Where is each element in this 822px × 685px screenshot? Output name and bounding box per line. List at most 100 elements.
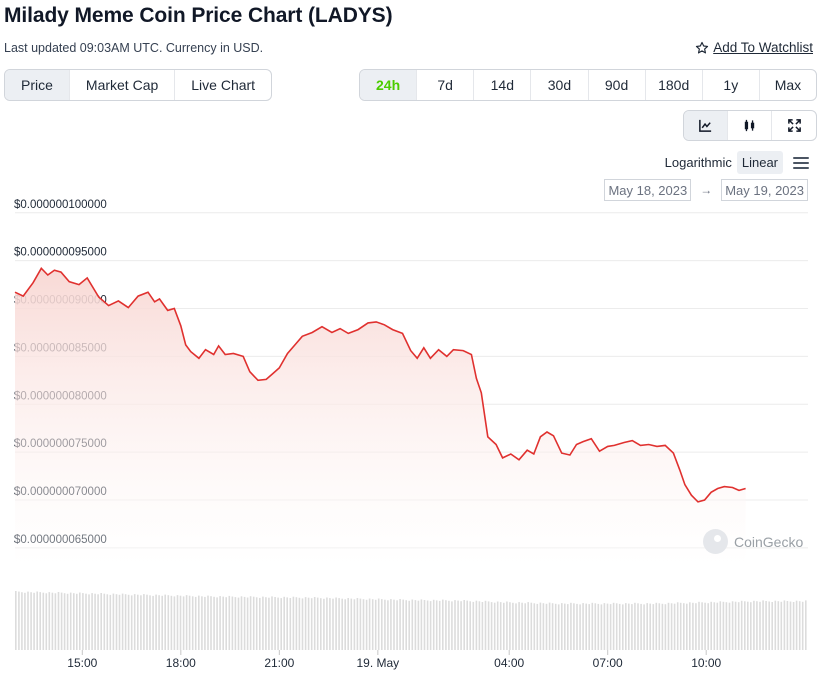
volume-bar xyxy=(365,599,368,650)
volume-bar xyxy=(692,602,694,650)
volume-bar xyxy=(676,602,679,650)
volume-bar xyxy=(686,603,688,650)
volume-bar xyxy=(628,603,630,650)
volume-bar xyxy=(262,596,264,650)
volume-bar xyxy=(509,602,511,650)
volume-bar xyxy=(789,601,792,650)
volume-bar xyxy=(344,599,346,650)
star-icon xyxy=(696,41,709,53)
x-axis-tick-label: 18:00 xyxy=(166,656,196,670)
volume-bar xyxy=(548,602,551,650)
tab-live-chart[interactable]: Live Chart xyxy=(191,77,256,93)
volume-bar xyxy=(320,598,322,650)
volume-bar xyxy=(573,603,575,650)
volume-bar xyxy=(289,598,292,650)
volume-bar xyxy=(149,595,151,650)
volume-bar xyxy=(429,601,432,650)
volume-bar xyxy=(127,594,130,650)
range-90d[interactable]: 90d xyxy=(589,70,646,100)
volume-bar xyxy=(600,604,603,650)
volume-bar xyxy=(564,603,566,650)
menu-icon[interactable] xyxy=(793,156,809,169)
price-line xyxy=(14,266,746,503)
range-30d[interactable]: 30d xyxy=(531,70,589,100)
range-max[interactable]: Max xyxy=(774,77,802,93)
volume-bar xyxy=(387,600,389,650)
volume-bar xyxy=(57,592,60,650)
volume-bar xyxy=(384,599,386,650)
volume-bar xyxy=(542,603,545,650)
x-axis-tick-label: 21:00 xyxy=(264,656,294,670)
volume-bar xyxy=(698,601,700,650)
volume-bar xyxy=(396,600,398,650)
range-7d[interactable]: 7d xyxy=(417,70,475,100)
add-to-watchlist-link[interactable]: Add To Watchlist xyxy=(695,40,813,55)
linear-option[interactable]: Linear xyxy=(736,151,783,174)
volume-bar xyxy=(448,600,450,650)
volume-bar xyxy=(487,601,490,650)
price-area xyxy=(15,268,746,567)
volume-bar xyxy=(640,603,642,650)
range-1y[interactable]: 1y xyxy=(703,70,760,100)
volume-bar xyxy=(454,600,456,650)
volume-bar xyxy=(469,601,471,650)
volume-bar xyxy=(259,597,261,650)
volume-bar xyxy=(207,595,209,650)
range-24h[interactable]: 24h xyxy=(360,70,418,100)
tab-market-cap[interactable]: Market Cap xyxy=(70,70,176,100)
volume-bar xyxy=(286,597,288,650)
volume-bar xyxy=(353,599,356,650)
volume-bar xyxy=(402,599,404,650)
volume-bar xyxy=(655,602,658,650)
range-14d[interactable]: 14d xyxy=(474,70,532,100)
volume-bar xyxy=(60,592,63,650)
volume-bar xyxy=(36,591,38,650)
volume-bar xyxy=(777,601,780,650)
volume-bar xyxy=(268,597,270,650)
volume-bar xyxy=(313,597,316,650)
volume-bar xyxy=(716,602,719,650)
volume-bar xyxy=(405,600,407,650)
volume-bar xyxy=(466,600,468,650)
range-180d[interactable]: 180d xyxy=(646,70,703,100)
volume-bar xyxy=(737,602,740,650)
volume-bar xyxy=(411,599,414,650)
volume-bar xyxy=(292,596,295,650)
line-view-button[interactable] xyxy=(684,111,728,140)
volume-bar xyxy=(393,599,395,650)
volume-bar xyxy=(350,598,353,650)
volume-bar xyxy=(234,597,237,650)
volume-bar xyxy=(182,596,185,650)
volume-bar xyxy=(240,596,243,650)
volume-bar xyxy=(277,597,279,650)
volume-bar xyxy=(765,601,767,650)
date-from-input[interactable]: May 18, 2023 xyxy=(604,179,692,201)
volume-bar xyxy=(533,603,536,650)
volume-bar xyxy=(591,602,594,650)
volume-bar xyxy=(51,592,54,650)
volume-bar xyxy=(625,603,627,650)
candlestick-view-button[interactable] xyxy=(728,111,772,140)
volume-bar xyxy=(115,594,118,650)
volume-bar xyxy=(744,601,746,650)
x-axis-tick-label: 07:00 xyxy=(593,656,623,670)
volume-bar xyxy=(213,596,215,650)
volume-bar xyxy=(774,600,777,650)
volume-bar xyxy=(567,604,569,650)
fullscreen-button[interactable] xyxy=(772,111,816,140)
chart-type-tabs: Price Market Cap Live Chart xyxy=(4,69,273,101)
volume-bar xyxy=(24,592,26,650)
volume-bar xyxy=(521,602,523,650)
volume-bar xyxy=(603,603,606,650)
date-to-input[interactable]: May 19, 2023 xyxy=(721,179,808,201)
x-axis-tick-label: 04:00 xyxy=(494,656,524,670)
volume-bar xyxy=(48,592,51,650)
logarithmic-option[interactable]: Logarithmic xyxy=(664,155,732,170)
volume-bar xyxy=(753,600,755,650)
volume-bar xyxy=(73,593,75,650)
volume-bar xyxy=(499,602,502,650)
volume-bar xyxy=(204,596,206,650)
volume-bar xyxy=(683,603,685,650)
tab-price[interactable]: Price xyxy=(5,70,70,100)
